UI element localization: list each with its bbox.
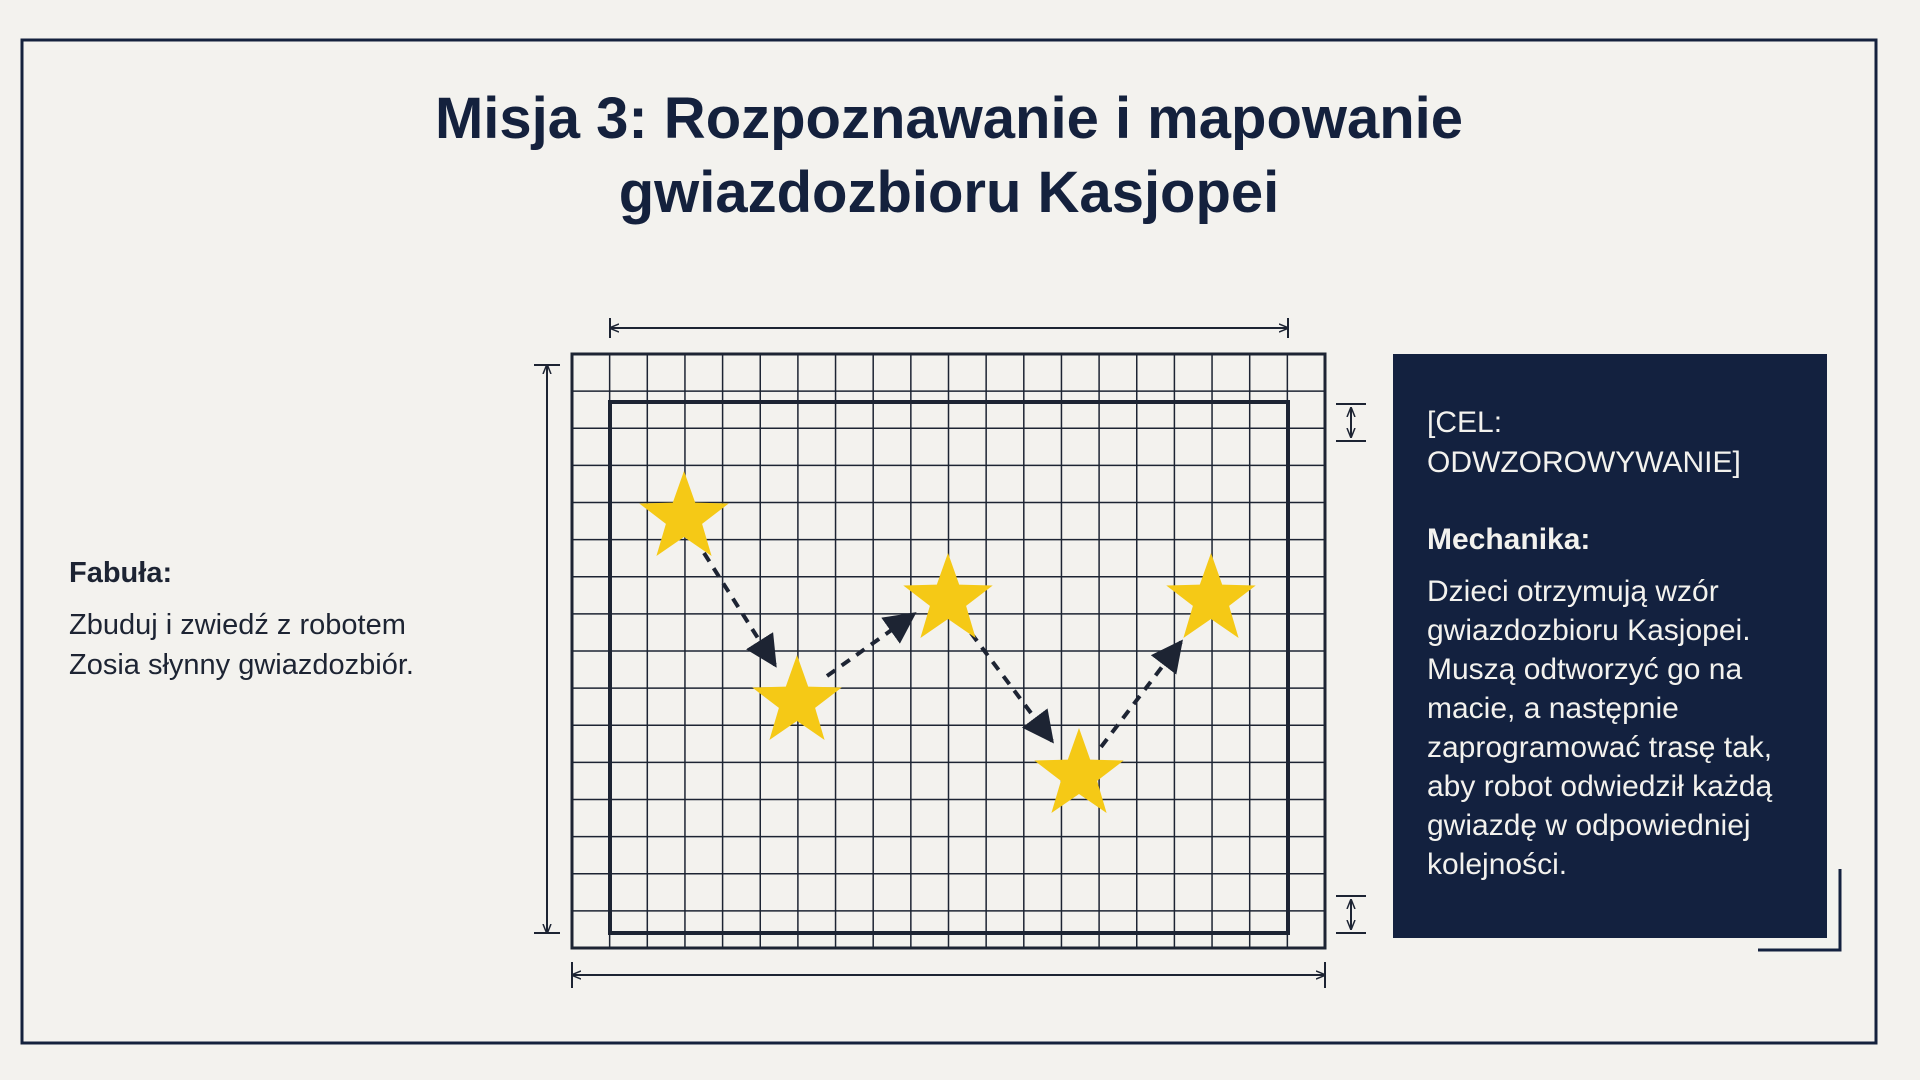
panel-heading: Mechanika: <box>1427 523 1590 556</box>
goal-line: ODWZOROWYWANIE] <box>1427 446 1741 479</box>
mat-border <box>608 400 1290 935</box>
title-line: gwiazdozbioru Kasjopei <box>619 160 1280 225</box>
star <box>903 553 993 638</box>
frame <box>20 38 1878 1045</box>
mechanics-line: zaprogramować trasę tak, <box>1427 731 1772 764</box>
mechanics-panel <box>1393 354 1827 938</box>
mechanics-line: kolejności. <box>1427 848 1567 881</box>
corner-bracket <box>1758 869 1842 952</box>
grid-border <box>570 352 1327 950</box>
mechanics-line: gwiazdozbioru Kasjopei. <box>1427 614 1751 647</box>
star <box>639 471 729 556</box>
mechanics-line: Dzieci otrzymują wzór <box>1427 575 1719 608</box>
mechanics-line: macie, a następnie <box>1427 692 1679 725</box>
star <box>1166 553 1256 638</box>
route <box>702 551 1183 749</box>
story-line: Zosia słynny gwiazdozbiór. <box>69 649 414 681</box>
mechanics-line: gwiazdę w odpowiedniej <box>1427 809 1751 842</box>
route-arrow <box>825 612 917 678</box>
mechanics-line: Muszą odtworzyć go na <box>1427 653 1742 686</box>
title-line: Misja 3: Rozpoznawanie i mapowanie <box>435 86 1463 151</box>
star <box>1034 728 1124 813</box>
mechanics-line: aby robot odwiedził każdą <box>1427 770 1773 803</box>
dimensions <box>534 318 1366 988</box>
story-heading: Fabuła: <box>69 557 172 589</box>
story-line: Zbuduj i zwiedź z robotem <box>69 609 406 641</box>
stars <box>639 471 1256 813</box>
route-arrow <box>702 551 777 668</box>
route-arrow <box>969 631 1054 744</box>
mechanics-text: Dzieci otrzymują wzór gwiazdozbioru Kasjo… <box>1427 575 1773 881</box>
star <box>752 655 842 740</box>
route-arrow <box>1099 639 1183 749</box>
goal-line: [CEL: <box>1427 406 1502 439</box>
grid <box>572 354 1325 948</box>
